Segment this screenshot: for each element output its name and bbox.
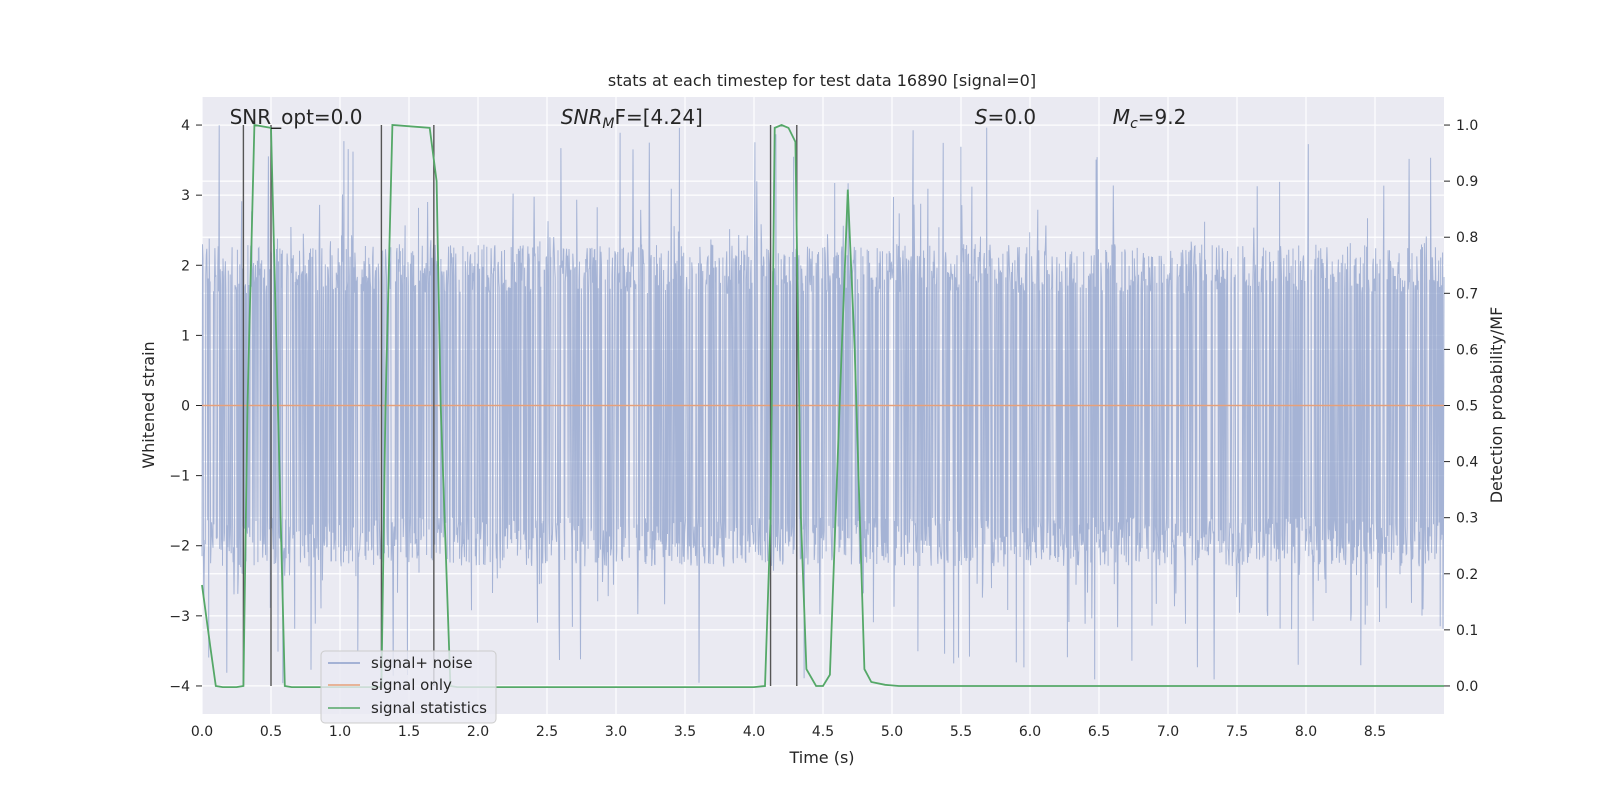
y-right-tick-label: 0.0: [1456, 679, 1478, 695]
y-right-tick-label: 0.7: [1456, 286, 1478, 302]
x-tick-label: 1.5: [398, 724, 420, 740]
chart-title: stats at each timestep for test data 168…: [608, 71, 1036, 90]
y-right-tick-label: 0.2: [1456, 567, 1478, 583]
signal-statistics-series: [201, 123, 1444, 688]
x-tick-label: 0.5: [260, 724, 282, 740]
y-left-tick-label: −2: [169, 539, 190, 555]
x-tick-label: 4.5: [812, 724, 834, 740]
x-tick-label: 8.0: [1295, 724, 1317, 740]
x-tick-label: 5.5: [950, 724, 972, 740]
y-right-tick-label: 0.9: [1456, 174, 1478, 190]
y-left-tick-label: −3: [169, 609, 190, 625]
x-tick-label: 4.0: [743, 724, 765, 740]
x-tick-label: 7.5: [1226, 724, 1248, 740]
y-left-tick-label: 1: [181, 328, 190, 344]
legend-label-statistics: signal statistics: [371, 699, 487, 717]
x-tick-label: 3.0: [605, 724, 627, 740]
x-tick-label: 8.5: [1364, 724, 1386, 740]
legend: signal+ noise signal only signal statist…: [320, 650, 497, 724]
x-axis-label: Time (s): [788, 748, 854, 767]
y-right-tick-label: 0.8: [1456, 230, 1478, 246]
y-axis-label-left: Whitened strain: [139, 341, 158, 468]
legend-box: [320, 650, 497, 724]
legend-label-noise: signal+ noise: [371, 654, 473, 672]
annotation-snr_mf: SNRMF=[4.24]: [561, 105, 703, 132]
y-left-tick-label: 2: [181, 258, 190, 274]
y-right-tick-label: 0.5: [1456, 399, 1478, 415]
x-tick-label: 3.5: [674, 724, 696, 740]
x-ticks: 0.0 0.5 1.0 1.5 2.0 2.5 3.0 3.5 4.0 4.5 5.0 5.5 6.0 6…: [191, 724, 1386, 740]
y-right-tick-label: 0.6: [1456, 342, 1478, 358]
annotation-s: S=0.0: [975, 105, 1036, 129]
signal-statistics-line: [201, 123, 1444, 688]
x-tick-label: 2.0: [467, 724, 489, 740]
x-tick-label: 7.0: [1157, 724, 1179, 740]
y-left-tick-label: 4: [181, 118, 190, 134]
y-left-tick-label: −4: [169, 679, 190, 695]
annotation-mc: Mc=9.2: [1113, 105, 1187, 132]
legend-label-signal-only: signal only: [371, 676, 452, 694]
y-right-tick-label: 1.0: [1456, 118, 1478, 134]
y-left-tick-label: −1: [169, 469, 190, 485]
y-right-tick-label: 0.4: [1456, 455, 1478, 471]
y-right-ticks: 0.0 0.1 0.2 0.3 0.4 0.5 0.6 0.7 0.8 0.9 1.0: [1444, 118, 1478, 695]
x-tick-label: 6.0: [1019, 724, 1041, 740]
x-tick-label: 0.0: [191, 724, 213, 740]
y-axis-label-right: Detection probability/MF: [1487, 307, 1506, 504]
x-tick-label: 6.5: [1088, 724, 1110, 740]
y-right-tick-label: 0.3: [1456, 511, 1478, 527]
x-tick-label: 1.0: [329, 724, 351, 740]
y-left-tick-label: 3: [181, 188, 190, 204]
x-tick-label: 5.0: [881, 724, 903, 740]
noise-line: [201, 125, 1445, 684]
annotations: SNR_opt=0.0 SNRMF=[4.24] S=0.0 Mc=9.2: [230, 105, 1187, 132]
annotation-snr_opt: SNR_opt=0.0: [230, 105, 363, 129]
y-left-tick-label: 0: [181, 399, 190, 415]
noise-series: [201, 125, 1445, 684]
y-right-tick-label: 0.1: [1456, 623, 1478, 639]
x-tick-label: 2.5: [536, 724, 558, 740]
y-left-ticks: −4 −3 −2 −1 0 1 2 3 4: [169, 118, 202, 695]
